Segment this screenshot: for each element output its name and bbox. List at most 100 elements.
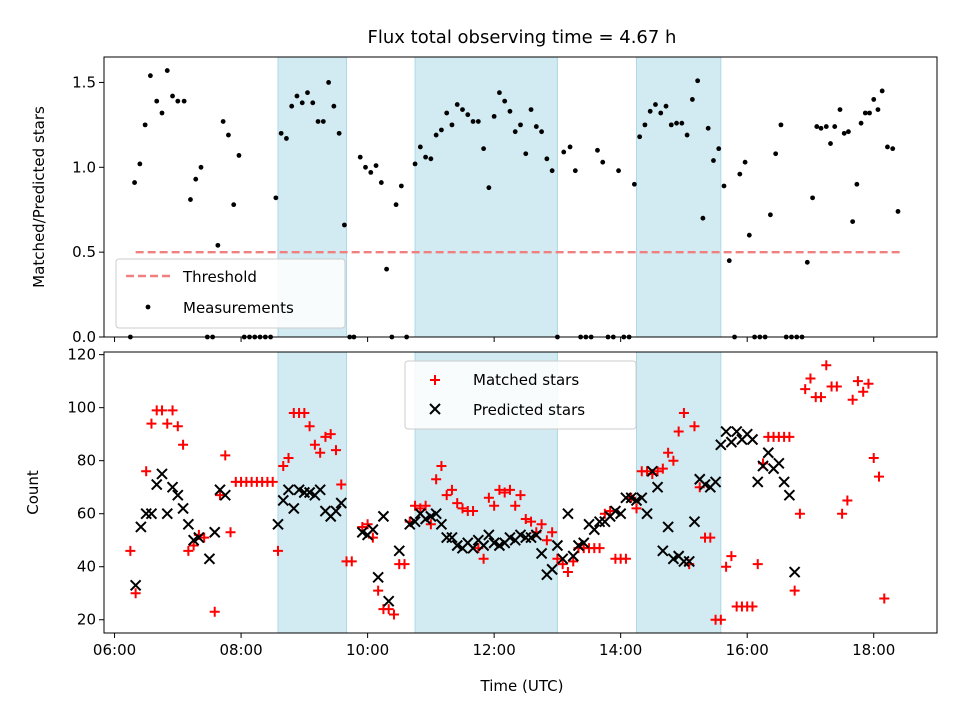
matched-point <box>214 490 225 501</box>
y-tick-label: 40 <box>77 558 96 576</box>
measurement-point <box>746 232 752 238</box>
predicted-point <box>757 460 769 472</box>
measurement-point <box>294 93 300 99</box>
matched-point <box>678 407 689 418</box>
predicted-point <box>193 531 205 544</box>
matched-point <box>209 606 220 617</box>
measurement-point <box>175 98 181 104</box>
predicted-point <box>140 508 152 520</box>
predicted-point <box>435 518 448 531</box>
measurement-point <box>299 100 305 106</box>
measurement-point <box>850 219 856 225</box>
matched-point <box>146 418 157 429</box>
bottom-observing-span <box>635 351 722 634</box>
measurement-point <box>742 159 748 165</box>
predicted-point <box>588 523 601 536</box>
matched-point <box>631 503 642 514</box>
predicted-point <box>282 484 295 496</box>
predicted-point <box>477 539 490 552</box>
measurement-point <box>170 93 175 99</box>
matched-point <box>483 492 494 503</box>
y-tick-label: 120 <box>67 346 96 364</box>
matched-point <box>399 559 410 570</box>
measurement-point <box>491 113 497 119</box>
top-panel: 0.0 0.5 1.0 1.5 Matched/Predicted stars Thr… <box>30 56 938 346</box>
x-tick-label: 06:00 <box>93 641 136 659</box>
matched-point <box>272 545 283 556</box>
predicted-point <box>209 526 221 538</box>
predicted-point <box>788 566 801 578</box>
matched-point <box>167 405 178 416</box>
matched-point <box>267 476 278 487</box>
top-axis-ticks: 0.0 0.5 1.0 1.5 <box>72 73 875 346</box>
measurement-point <box>444 110 450 116</box>
measurement-point <box>668 122 674 128</box>
measurement-point <box>700 215 706 221</box>
measurement-point <box>497 90 502 96</box>
matched-point <box>330 445 341 456</box>
measurement-point <box>804 259 810 265</box>
x-tick-label: 12:00 <box>473 641 516 659</box>
matched-point <box>821 360 832 371</box>
matched-point <box>663 447 674 458</box>
matched-point <box>436 460 447 471</box>
matched-point <box>220 450 231 461</box>
matched-point <box>489 500 500 511</box>
measurement-point <box>439 127 444 133</box>
measurement-point <box>518 122 523 128</box>
predicted-point <box>551 539 564 552</box>
measurement-point <box>331 103 337 109</box>
measurement-point <box>137 161 143 167</box>
y-tick-label: 1.0 <box>72 158 96 176</box>
measurement-point <box>846 129 851 135</box>
measurement-point <box>284 136 289 141</box>
matched-point <box>715 614 726 625</box>
measurement-point <box>193 176 199 182</box>
measurement-point <box>181 98 187 104</box>
measurement-point <box>871 97 877 102</box>
predicted-point <box>778 476 790 488</box>
measurement-point <box>336 130 342 136</box>
matched-point <box>747 601 758 612</box>
predicted-point <box>641 508 653 520</box>
legend-predicted-label: Predicted stars <box>473 401 585 419</box>
predicted-point <box>219 489 231 501</box>
predicted-point <box>177 502 189 515</box>
predicted-point <box>166 481 179 493</box>
matched-point <box>373 585 384 596</box>
x-tick-label: 16:00 <box>726 641 769 659</box>
matched-point <box>309 439 320 450</box>
matched-point <box>863 378 874 389</box>
measurement-point <box>412 161 418 167</box>
top-y-axis-label: Matched/Predicted stars <box>30 106 48 288</box>
predicted-point <box>746 433 759 446</box>
matched-point <box>141 466 152 477</box>
matched-point <box>536 519 547 530</box>
measurement-point <box>384 266 389 272</box>
matched-point <box>172 421 183 432</box>
measurement-point <box>423 154 429 160</box>
bottom-legend-box <box>404 360 637 430</box>
y-tick-label: 0.5 <box>72 243 96 261</box>
top-panel-frame <box>103 56 938 338</box>
predicted-point <box>393 545 405 557</box>
measurement-point <box>289 103 295 109</box>
predicted-point <box>151 478 163 491</box>
legend-measurements-label: Measurements <box>183 299 294 317</box>
bottom-legend: Matched stars Predicted stars <box>404 360 637 430</box>
measurement-point <box>363 164 368 170</box>
measurement-point <box>465 112 471 118</box>
matched-point <box>594 543 605 554</box>
matched-point <box>156 405 167 416</box>
matched-point <box>457 503 468 514</box>
matched-point <box>620 553 631 564</box>
predicted-point <box>562 508 574 520</box>
measurement-point <box>454 102 460 107</box>
x-tick-label: 10:00 <box>346 641 389 659</box>
matched-point <box>441 490 452 501</box>
matched-point <box>705 532 716 543</box>
x-tick-label: 14:00 <box>599 641 642 659</box>
predicted-point <box>467 542 479 554</box>
matched-point <box>520 514 531 525</box>
